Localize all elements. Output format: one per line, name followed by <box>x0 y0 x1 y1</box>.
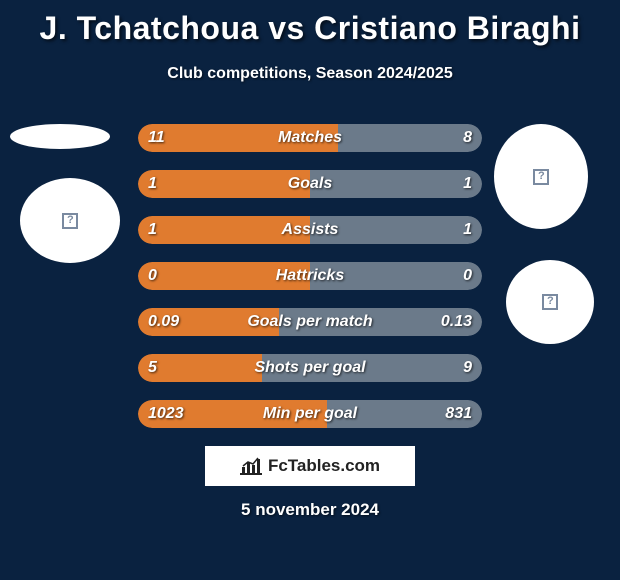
stat-label: Assists <box>138 216 482 244</box>
stat-label: Matches <box>138 124 482 152</box>
stat-label: Hattricks <box>138 262 482 290</box>
image-placeholder-icon <box>62 213 78 229</box>
stat-row: 118Matches <box>138 124 482 152</box>
player-right-circle-top <box>494 124 588 229</box>
image-placeholder-icon <box>533 169 549 185</box>
brand-badge: FcTables.com <box>205 446 415 486</box>
comparison-title: J. Tchatchoua vs Cristiano Biraghi <box>0 0 620 47</box>
player-right-circle-bottom <box>506 260 594 344</box>
stat-row: 0.090.13Goals per match <box>138 308 482 336</box>
chart-icon <box>240 457 262 475</box>
stat-label: Goals per match <box>138 308 482 336</box>
player-left-circle <box>20 178 120 263</box>
stat-row: 11Goals <box>138 170 482 198</box>
stat-label: Shots per goal <box>138 354 482 382</box>
player-left-ellipse <box>10 124 110 149</box>
stat-row: 1023831Min per goal <box>138 400 482 428</box>
image-placeholder-icon <box>542 294 558 310</box>
stat-label: Min per goal <box>138 400 482 428</box>
stat-row: 00Hattricks <box>138 262 482 290</box>
stats-table: 118Matches 11Goals 11Assists 00Hattricks 0.0… <box>138 124 482 446</box>
stat-row: 11Assists <box>138 216 482 244</box>
comparison-subtitle: Club competitions, Season 2024/2025 <box>0 65 620 83</box>
stat-row: 59Shots per goal <box>138 354 482 382</box>
brand-text: FcTables.com <box>268 456 380 476</box>
stat-label: Goals <box>138 170 482 198</box>
date-label: 5 november 2024 <box>0 500 620 520</box>
